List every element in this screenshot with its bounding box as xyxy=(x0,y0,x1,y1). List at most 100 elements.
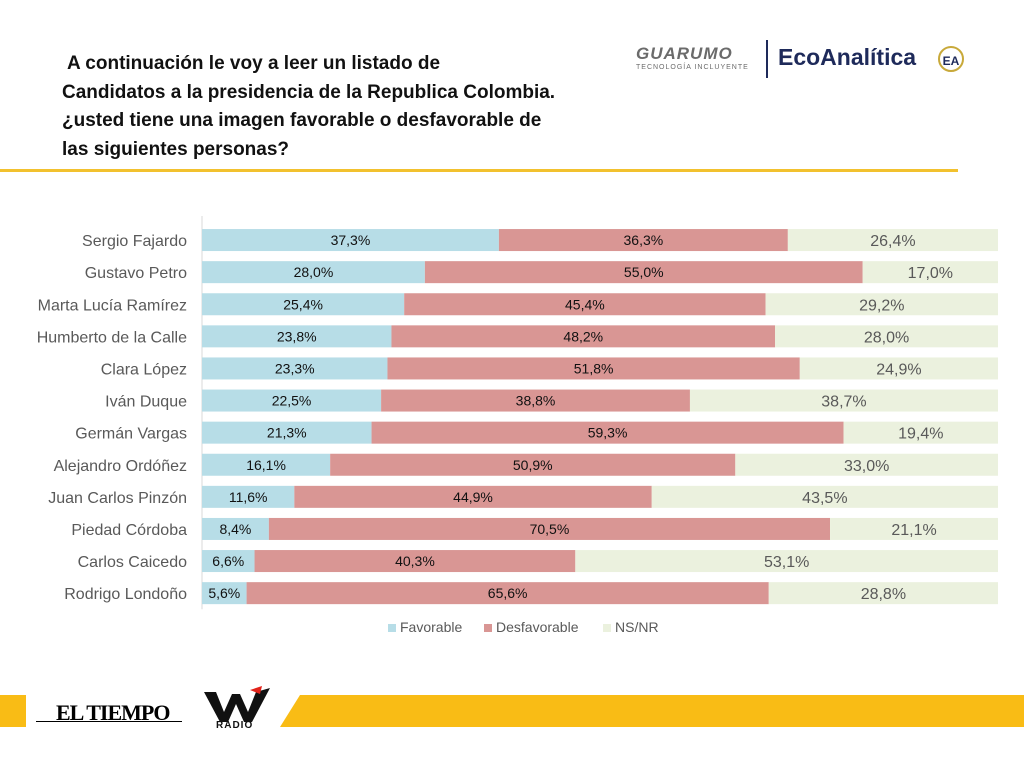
question-line: ¿usted tiene una imagen favorable o desf… xyxy=(62,110,542,131)
legend-label-favorable: Favorable xyxy=(400,619,462,635)
category-label-clara-lopez: Clara López xyxy=(101,361,187,378)
logo-divider xyxy=(766,40,768,78)
data-label-favorable-carlos-caicedo: 6,6% xyxy=(212,553,244,569)
eltiempo-logo: EL TIEMPO xyxy=(56,700,170,725)
bar-ns-nr-clara-lopez xyxy=(799,357,998,380)
bar-ns-nr-sergio-fajardo xyxy=(787,229,998,252)
data-label-favorable-piedad-cordoba: 8,4% xyxy=(219,521,251,537)
bar-desfavorable-ivan-duque xyxy=(381,389,690,412)
question-line: las siguientes personas? xyxy=(62,138,290,160)
data-label-favorable-alejandro-ordonez: 16,1% xyxy=(246,457,286,473)
data-label-desfavorable-piedad-cordoba: 70,5% xyxy=(530,521,570,537)
legend-swatch-favorable xyxy=(388,624,396,632)
category-label-german-vargas: Germán Vargas xyxy=(75,426,187,443)
data-label-desfavorable-gustavo-petro: 55,0% xyxy=(624,264,664,280)
footer-accent-band xyxy=(280,695,1024,727)
wradio-logo: RADIO xyxy=(200,684,276,736)
bar-favorable-rodrigo-londono xyxy=(202,582,247,605)
data-label-ns-nr-juan-carlos-pinzon: 43,5% xyxy=(802,490,847,507)
data-label-ns-nr-gustavo-petro: 17,0% xyxy=(908,265,953,282)
category-label-juan-carlos-pinzon: Juan Carlos Pinzón xyxy=(48,490,187,507)
legend-label-ns-nr: NS/NR xyxy=(615,619,659,635)
data-label-favorable-ivan-duque: 22,5% xyxy=(272,393,312,409)
data-label-desfavorable-rodrigo-londono: 65,6% xyxy=(488,585,528,601)
wradio-w-icon xyxy=(204,686,270,722)
category-label-gustavo-petro: Gustavo Petro xyxy=(85,265,187,282)
data-label-favorable-sergio-fajardo: 37,3% xyxy=(331,232,371,248)
guarumo-wordmark: GUARUMO xyxy=(636,44,733,63)
data-label-favorable-german-vargas: 21,3% xyxy=(267,425,307,441)
data-label-desfavorable-ivan-duque: 38,8% xyxy=(516,393,556,409)
bar-favorable-ivan-duque xyxy=(202,389,382,412)
bar-ns-nr-piedad-cordoba xyxy=(830,517,998,540)
bar-ns-nr-ivan-duque xyxy=(689,389,998,412)
category-label-alejandro-ordonez: Alejandro Ordóñez xyxy=(54,458,187,475)
question-line: A continuación le voy a leer un listado … xyxy=(67,53,441,74)
bar-ns-nr-rodrigo-londono xyxy=(768,582,998,605)
bar-favorable-german-vargas xyxy=(202,421,372,444)
bar-desfavorable-humberto-de-la-calle xyxy=(391,325,776,348)
data-label-favorable-gustavo-petro: 28,0% xyxy=(294,264,334,280)
bar-desfavorable-sergio-fajardo xyxy=(498,229,788,252)
title-underline xyxy=(0,169,958,172)
category-label-ivan-duque: Iván Duque xyxy=(105,394,187,411)
data-label-ns-nr-clara-lopez: 24,9% xyxy=(876,361,921,378)
bar-favorable-humberto-de-la-calle xyxy=(202,325,392,348)
category-label-rodrigo-londono: Rodrigo Londoño xyxy=(64,586,187,603)
wradio-word: RADIO xyxy=(216,720,254,731)
bar-favorable-piedad-cordoba xyxy=(202,517,269,540)
bar-ns-nr-alejandro-ordonez xyxy=(735,453,998,476)
data-label-desfavorable-sergio-fajardo: 36,3% xyxy=(624,232,664,248)
data-label-favorable-humberto-de-la-calle: 23,8% xyxy=(277,328,317,344)
data-label-ns-nr-marta-lucia-ramirez: 29,2% xyxy=(859,297,904,314)
bar-ns-nr-german-vargas xyxy=(843,421,998,444)
category-label-piedad-cordoba: Piedad Córdoba xyxy=(71,522,187,539)
category-label-carlos-caicedo: Carlos Caicedo xyxy=(78,554,187,571)
bar-favorable-clara-lopez xyxy=(202,357,388,380)
guarumo-logo: GUARUMO TECNOLOGÍA INCLUYENTE xyxy=(636,45,760,73)
bar-desfavorable-alejandro-ordonez xyxy=(330,453,736,476)
legend-label-desfavorable: Desfavorable xyxy=(496,619,579,635)
data-label-ns-nr-ivan-duque: 38,7% xyxy=(821,394,866,411)
legend-swatch-desfavorable xyxy=(484,624,492,632)
bar-desfavorable-carlos-caicedo xyxy=(254,550,576,573)
bar-desfavorable-piedad-cordoba xyxy=(268,517,831,540)
question-line: Candidatos a la presidencia de la Republ… xyxy=(62,81,556,103)
bar-favorable-juan-carlos-pinzon xyxy=(202,485,295,508)
question-title: A continuación le voy a leer un listado … xyxy=(62,50,602,164)
bar-favorable-sergio-fajardo xyxy=(202,229,499,252)
bar-desfavorable-german-vargas xyxy=(371,421,844,444)
data-label-favorable-juan-carlos-pinzon: 11,6% xyxy=(229,489,268,505)
bar-desfavorable-juan-carlos-pinzon xyxy=(294,485,652,508)
bar-ns-nr-juan-carlos-pinzon xyxy=(651,485,998,508)
data-label-favorable-marta-lucia-ramirez: 25,4% xyxy=(283,296,323,312)
sponsor-logos: GUARUMO TECNOLOGÍA INCLUYENTE EcoAnalíti… xyxy=(630,38,970,80)
data-label-ns-nr-humberto-de-la-calle: 28,0% xyxy=(864,329,909,346)
data-label-ns-nr-alejandro-ordonez: 33,0% xyxy=(844,458,889,475)
data-label-desfavorable-german-vargas: 59,3% xyxy=(588,425,628,441)
data-label-desfavorable-juan-carlos-pinzon: 44,9% xyxy=(453,489,493,505)
bar-favorable-alejandro-ordonez xyxy=(202,453,331,476)
bar-ns-nr-marta-lucia-ramirez xyxy=(765,293,998,316)
data-label-ns-nr-german-vargas: 19,4% xyxy=(898,426,943,443)
data-label-desfavorable-marta-lucia-ramirez: 45,4% xyxy=(565,296,605,312)
legend-swatch-ns-nr xyxy=(603,624,611,632)
bar-desfavorable-clara-lopez xyxy=(387,357,800,380)
data-label-desfavorable-alejandro-ordonez: 50,9% xyxy=(513,457,553,473)
bar-desfavorable-marta-lucia-ramirez xyxy=(404,293,766,316)
bar-ns-nr-carlos-caicedo xyxy=(575,550,998,573)
bar-favorable-marta-lucia-ramirez xyxy=(202,293,405,316)
data-label-desfavorable-clara-lopez: 51,8% xyxy=(574,360,614,376)
data-label-desfavorable-humberto-de-la-calle: 48,2% xyxy=(563,328,603,344)
data-label-favorable-clara-lopez: 23,3% xyxy=(275,360,315,376)
ecoanalitica-badge-icon: EA xyxy=(938,46,964,72)
bar-favorable-carlos-caicedo xyxy=(202,550,255,573)
category-label-marta-lucia-ramirez: Marta Lucía Ramírez xyxy=(38,297,187,314)
ecoanalitica-wordmark: EcoAnalítica xyxy=(778,44,917,70)
data-label-desfavorable-carlos-caicedo: 40,3% xyxy=(395,553,435,569)
guarumo-tagline: TECNOLOGÍA INCLUYENTE xyxy=(636,64,749,71)
data-label-favorable-rodrigo-londono: 5,6% xyxy=(208,585,240,601)
category-label-humberto-de-la-calle: Humberto de la Calle xyxy=(37,329,187,346)
bar-ns-nr-gustavo-petro xyxy=(862,261,998,284)
footer-accent-left xyxy=(0,695,26,727)
